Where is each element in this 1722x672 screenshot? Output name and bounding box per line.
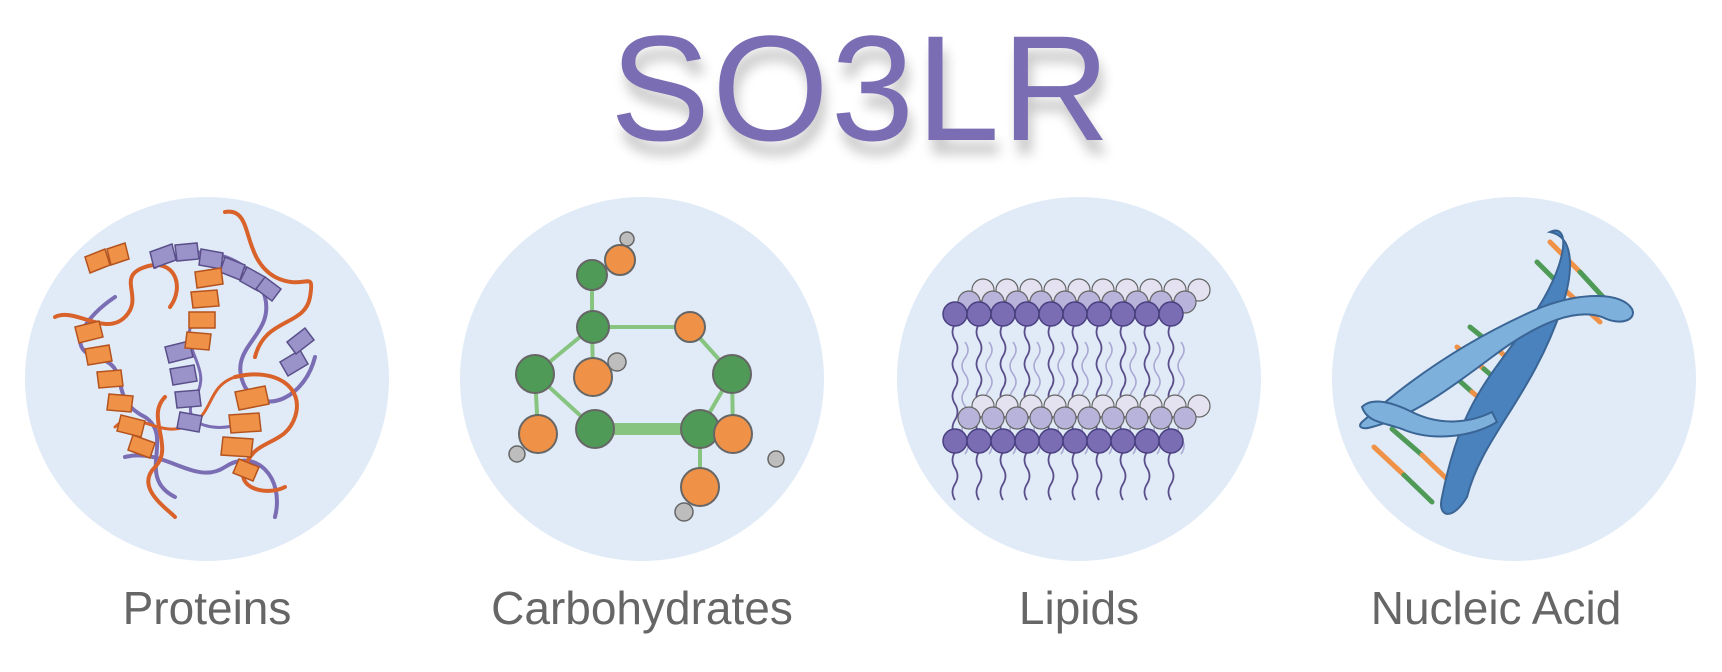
category-label-nucleic-acid: Nucleic Acid bbox=[1370, 582, 1622, 634]
nucleic-acid-panel bbox=[1332, 197, 1696, 561]
carbohydrate-molecule-icon bbox=[460, 197, 824, 561]
lipid-bilayer-icon bbox=[897, 197, 1261, 561]
proteins-panel bbox=[25, 197, 389, 561]
category-label-lipids: Lipids bbox=[1018, 582, 1140, 634]
page-title: SO3LR bbox=[610, 4, 1112, 172]
category-label-proteins: Proteins bbox=[122, 582, 292, 634]
dna-double-helix-icon bbox=[1332, 197, 1696, 561]
carbohydrates-panel bbox=[460, 197, 824, 561]
lipids-panel bbox=[897, 197, 1261, 561]
protein-ribbon-icon bbox=[25, 197, 389, 561]
category-label-carbohydrates: Carbohydrates bbox=[491, 582, 793, 634]
